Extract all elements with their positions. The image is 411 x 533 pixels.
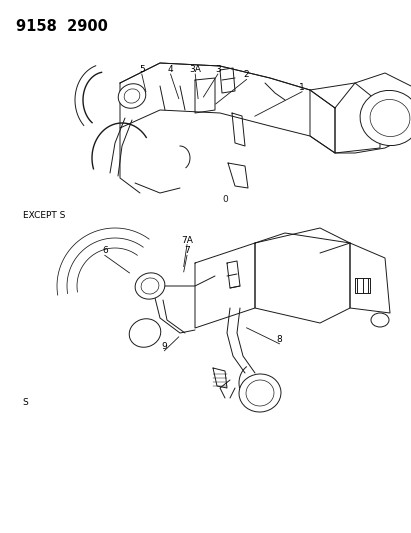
Text: EXCEPT S: EXCEPT S xyxy=(23,212,65,220)
Polygon shape xyxy=(310,83,380,153)
Text: 9158  2900: 9158 2900 xyxy=(16,19,109,34)
Text: 3: 3 xyxy=(215,65,221,74)
Ellipse shape xyxy=(135,273,165,299)
Polygon shape xyxy=(255,228,350,323)
Text: 6: 6 xyxy=(102,246,108,255)
Ellipse shape xyxy=(239,374,281,412)
Polygon shape xyxy=(335,73,411,153)
Text: 9: 9 xyxy=(162,342,167,351)
Text: 0: 0 xyxy=(222,196,228,205)
Text: 1: 1 xyxy=(299,83,305,92)
Polygon shape xyxy=(350,243,390,313)
Ellipse shape xyxy=(129,319,161,347)
Text: 4: 4 xyxy=(168,65,173,74)
Text: S: S xyxy=(23,398,28,407)
Text: 7A: 7A xyxy=(181,236,193,245)
Text: 5: 5 xyxy=(139,65,145,74)
Text: 7: 7 xyxy=(184,246,190,255)
Text: 8: 8 xyxy=(277,335,282,344)
Text: 3A: 3A xyxy=(189,65,201,74)
Polygon shape xyxy=(120,63,335,153)
Polygon shape xyxy=(195,243,255,328)
Ellipse shape xyxy=(118,84,146,108)
Ellipse shape xyxy=(360,91,411,146)
Text: 2: 2 xyxy=(244,70,249,79)
Ellipse shape xyxy=(371,313,389,327)
